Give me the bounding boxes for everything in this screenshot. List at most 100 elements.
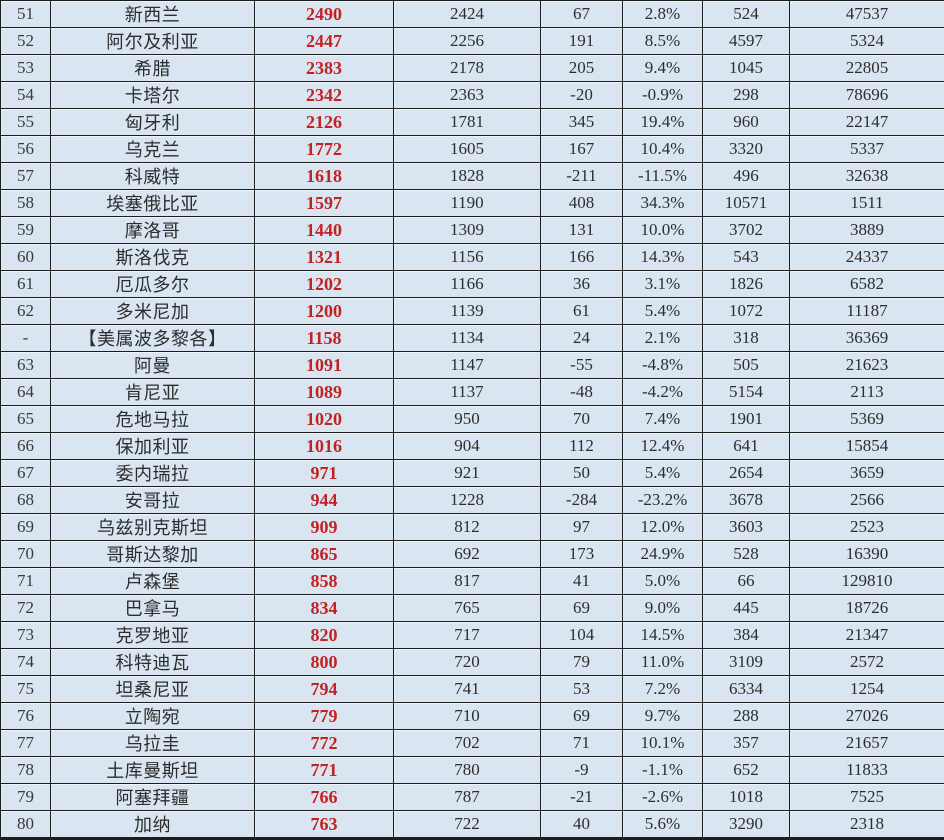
value-current-cell: 1016 xyxy=(255,433,394,460)
value-current-cell: 834 xyxy=(255,595,394,622)
value-b-cell: 22147 xyxy=(790,109,944,136)
value-previous-cell: 1156 xyxy=(394,244,541,271)
value-a-cell: 1018 xyxy=(703,784,790,811)
value-b-cell: 2572 xyxy=(790,649,944,676)
value-current-cell: 1158 xyxy=(255,325,394,352)
change-cell: 53 xyxy=(541,676,623,703)
rank-cell: 54 xyxy=(1,82,51,109)
value-a-cell: 288 xyxy=(703,703,790,730)
value-a-cell: 3290 xyxy=(703,811,790,839)
growth-rate-cell: 12.0% xyxy=(623,514,703,541)
rank-cell: 70 xyxy=(1,541,51,568)
value-current-cell: 1618 xyxy=(255,163,394,190)
growth-rate-cell: 19.4% xyxy=(623,109,703,136)
rank-cell: 67 xyxy=(1,460,51,487)
value-b-cell: 11187 xyxy=(790,298,944,325)
value-current-cell: 1440 xyxy=(255,217,394,244)
rank-cell: 64 xyxy=(1,379,51,406)
country-cell: 厄瓜多尔 xyxy=(51,271,255,298)
value-b-cell: 36369 xyxy=(790,325,944,352)
value-a-cell: 543 xyxy=(703,244,790,271)
value-current-cell: 779 xyxy=(255,703,394,730)
change-cell: 205 xyxy=(541,55,623,82)
growth-rate-cell: 5.6% xyxy=(623,811,703,839)
growth-rate-cell: -0.9% xyxy=(623,82,703,109)
value-previous-cell: 780 xyxy=(394,757,541,784)
country-cell: 科特迪瓦 xyxy=(51,649,255,676)
change-cell: 41 xyxy=(541,568,623,595)
value-b-cell: 21623 xyxy=(790,352,944,379)
value-a-cell: 960 xyxy=(703,109,790,136)
value-b-cell: 18726 xyxy=(790,595,944,622)
rank-cell: 77 xyxy=(1,730,51,757)
value-b-cell: 27026 xyxy=(790,703,944,730)
value-a-cell: 1045 xyxy=(703,55,790,82)
change-cell: 173 xyxy=(541,541,623,568)
value-previous-cell: 787 xyxy=(394,784,541,811)
value-previous-cell: 1781 xyxy=(394,109,541,136)
value-previous-cell: 717 xyxy=(394,622,541,649)
country-cell: 哥斯达黎加 xyxy=(51,541,255,568)
change-cell: 112 xyxy=(541,433,623,460)
country-cell: 希腊 xyxy=(51,55,255,82)
country-cell: 安哥拉 xyxy=(51,487,255,514)
country-cell: 阿塞拜疆 xyxy=(51,784,255,811)
value-b-cell: 32638 xyxy=(790,163,944,190)
country-cell: 乌兹别克斯坦 xyxy=(51,514,255,541)
change-cell: 166 xyxy=(541,244,623,271)
value-previous-cell: 921 xyxy=(394,460,541,487)
change-cell: 131 xyxy=(541,217,623,244)
change-cell: 345 xyxy=(541,109,623,136)
value-b-cell: 1254 xyxy=(790,676,944,703)
growth-rate-cell: 5.4% xyxy=(623,460,703,487)
value-current-cell: 794 xyxy=(255,676,394,703)
value-b-cell: 16390 xyxy=(790,541,944,568)
value-a-cell: 505 xyxy=(703,352,790,379)
value-b-cell: 47537 xyxy=(790,1,944,28)
value-previous-cell: 1309 xyxy=(394,217,541,244)
value-current-cell: 944 xyxy=(255,487,394,514)
value-a-cell: 445 xyxy=(703,595,790,622)
country-cell: 卡塔尔 xyxy=(51,82,255,109)
growth-rate-cell: 11.0% xyxy=(623,649,703,676)
value-a-cell: 528 xyxy=(703,541,790,568)
change-cell: 67 xyxy=(541,1,623,28)
value-previous-cell: 720 xyxy=(394,649,541,676)
growth-rate-cell: 3.1% xyxy=(623,271,703,298)
country-cell: 科威特 xyxy=(51,163,255,190)
value-previous-cell: 1137 xyxy=(394,379,541,406)
growth-rate-cell: -4.8% xyxy=(623,352,703,379)
country-cell: 保加利亚 xyxy=(51,433,255,460)
country-cell: 卢森堡 xyxy=(51,568,255,595)
value-b-cell: 21657 xyxy=(790,730,944,757)
rank-cell: 53 xyxy=(1,55,51,82)
rank-cell: 69 xyxy=(1,514,51,541)
rank-cell: 57 xyxy=(1,163,51,190)
change-cell: 191 xyxy=(541,28,623,55)
rank-cell: - xyxy=(1,325,51,352)
country-cell: 坦桑尼亚 xyxy=(51,676,255,703)
value-a-cell: 4597 xyxy=(703,28,790,55)
change-cell: -55 xyxy=(541,352,623,379)
value-previous-cell: 1190 xyxy=(394,190,541,217)
country-cell: 巴拿马 xyxy=(51,595,255,622)
value-current-cell: 2490 xyxy=(255,1,394,28)
growth-rate-cell: 2.8% xyxy=(623,1,703,28)
value-a-cell: 10571 xyxy=(703,190,790,217)
value-b-cell: 1511 xyxy=(790,190,944,217)
country-cell: 斯洛伐克 xyxy=(51,244,255,271)
value-a-cell: 641 xyxy=(703,433,790,460)
